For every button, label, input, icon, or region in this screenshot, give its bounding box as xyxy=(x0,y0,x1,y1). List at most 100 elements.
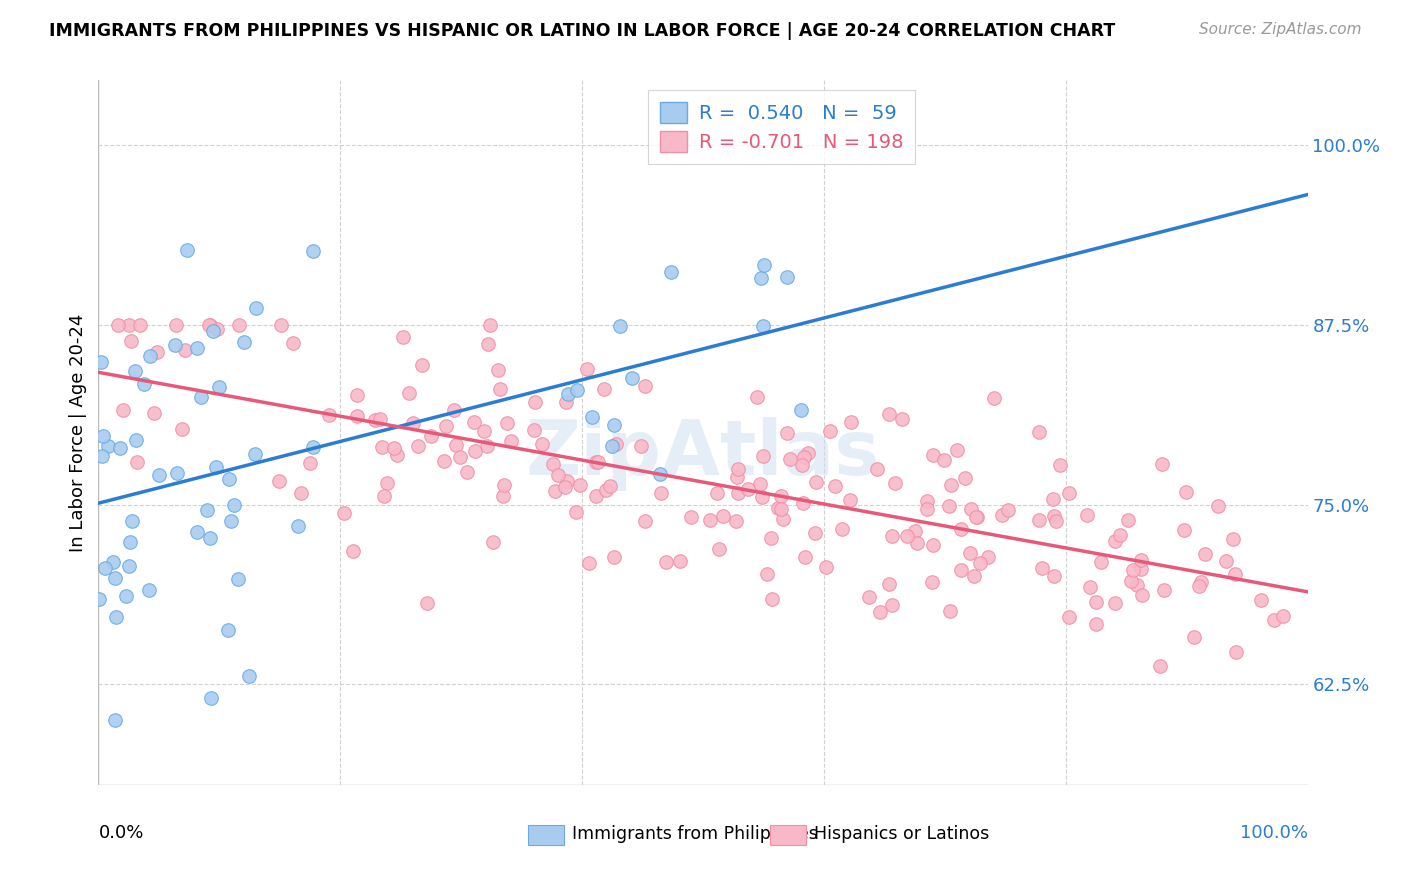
Point xyxy=(751,490,773,504)
Point xyxy=(489,382,512,396)
Point xyxy=(387,448,409,462)
Point xyxy=(477,337,499,351)
Point xyxy=(1188,578,1211,592)
Point xyxy=(1129,562,1152,576)
Point xyxy=(1084,617,1107,632)
Point xyxy=(377,476,399,491)
Point xyxy=(463,415,485,429)
Point xyxy=(195,503,218,517)
Point xyxy=(474,424,496,438)
Point xyxy=(585,455,607,469)
Point xyxy=(921,575,943,590)
Point xyxy=(963,569,986,583)
Point xyxy=(991,508,1014,522)
Point xyxy=(1126,578,1149,592)
Point xyxy=(966,510,988,524)
Point xyxy=(124,364,146,378)
Point xyxy=(1173,523,1195,537)
Point xyxy=(1028,513,1050,527)
Point xyxy=(1129,552,1152,566)
Point xyxy=(599,479,621,493)
Point xyxy=(342,544,364,558)
Point xyxy=(725,470,748,484)
Point xyxy=(544,483,567,498)
Point xyxy=(557,386,579,401)
Point xyxy=(792,458,814,472)
Point xyxy=(959,546,981,560)
Point xyxy=(922,538,945,552)
Point xyxy=(523,395,546,409)
Point xyxy=(91,429,114,443)
Point xyxy=(1250,592,1272,607)
Point xyxy=(752,258,775,272)
Point xyxy=(107,318,129,332)
Point xyxy=(238,669,260,683)
Point xyxy=(1132,588,1154,602)
Point xyxy=(707,542,730,557)
Point xyxy=(433,454,456,468)
Point xyxy=(1174,484,1197,499)
Point xyxy=(1215,554,1237,568)
Point xyxy=(806,475,828,489)
Point xyxy=(492,490,515,504)
Point xyxy=(302,440,325,454)
Point xyxy=(737,482,759,496)
Point xyxy=(609,319,631,334)
Point xyxy=(776,270,799,285)
Point xyxy=(600,439,623,453)
Point xyxy=(1122,563,1144,577)
Point xyxy=(634,514,657,528)
Point xyxy=(1031,561,1053,575)
Point xyxy=(915,502,938,516)
Point xyxy=(1104,596,1126,610)
Point xyxy=(752,449,775,463)
Point xyxy=(621,371,644,385)
Point xyxy=(105,610,128,624)
Point xyxy=(101,555,124,569)
Point xyxy=(932,453,955,467)
Point xyxy=(1149,659,1171,673)
Point xyxy=(1078,580,1101,594)
Point xyxy=(218,472,240,486)
Point xyxy=(547,468,569,483)
Point xyxy=(745,390,768,404)
Point xyxy=(170,422,193,436)
Point xyxy=(752,318,775,333)
Point xyxy=(776,425,799,440)
Point xyxy=(814,559,837,574)
Point xyxy=(595,483,617,497)
Point xyxy=(630,439,652,453)
Point xyxy=(118,558,141,573)
Point xyxy=(148,467,170,482)
Point xyxy=(904,524,927,538)
Point xyxy=(1150,458,1173,472)
Point xyxy=(290,486,312,500)
Point xyxy=(915,494,938,508)
Point xyxy=(186,341,208,355)
Text: Source: ZipAtlas.com: Source: ZipAtlas.com xyxy=(1198,22,1361,37)
Point xyxy=(541,457,564,471)
Point xyxy=(792,496,814,510)
Point xyxy=(1042,492,1064,507)
Point xyxy=(605,436,627,450)
Point xyxy=(650,486,672,500)
Point xyxy=(869,605,891,619)
Point xyxy=(477,439,499,453)
Point xyxy=(1153,582,1175,597)
Point xyxy=(436,419,458,434)
Point xyxy=(382,441,405,455)
Point xyxy=(398,386,420,401)
Point xyxy=(949,522,972,536)
Point xyxy=(555,395,578,409)
Point xyxy=(593,382,616,396)
Text: 100.0%: 100.0% xyxy=(1240,823,1308,842)
Point xyxy=(648,467,671,481)
Point xyxy=(243,446,266,460)
Point xyxy=(104,713,127,727)
Point xyxy=(110,441,132,455)
Point xyxy=(115,589,138,603)
Text: IMMIGRANTS FROM PHILIPPINES VS HISPANIC OR LATINO IN LABOR FORCE | AGE 20-24 COR: IMMIGRANTS FROM PHILIPPINES VS HISPANIC … xyxy=(49,22,1115,40)
Point xyxy=(97,439,120,453)
Point xyxy=(565,383,588,397)
Point xyxy=(224,499,246,513)
